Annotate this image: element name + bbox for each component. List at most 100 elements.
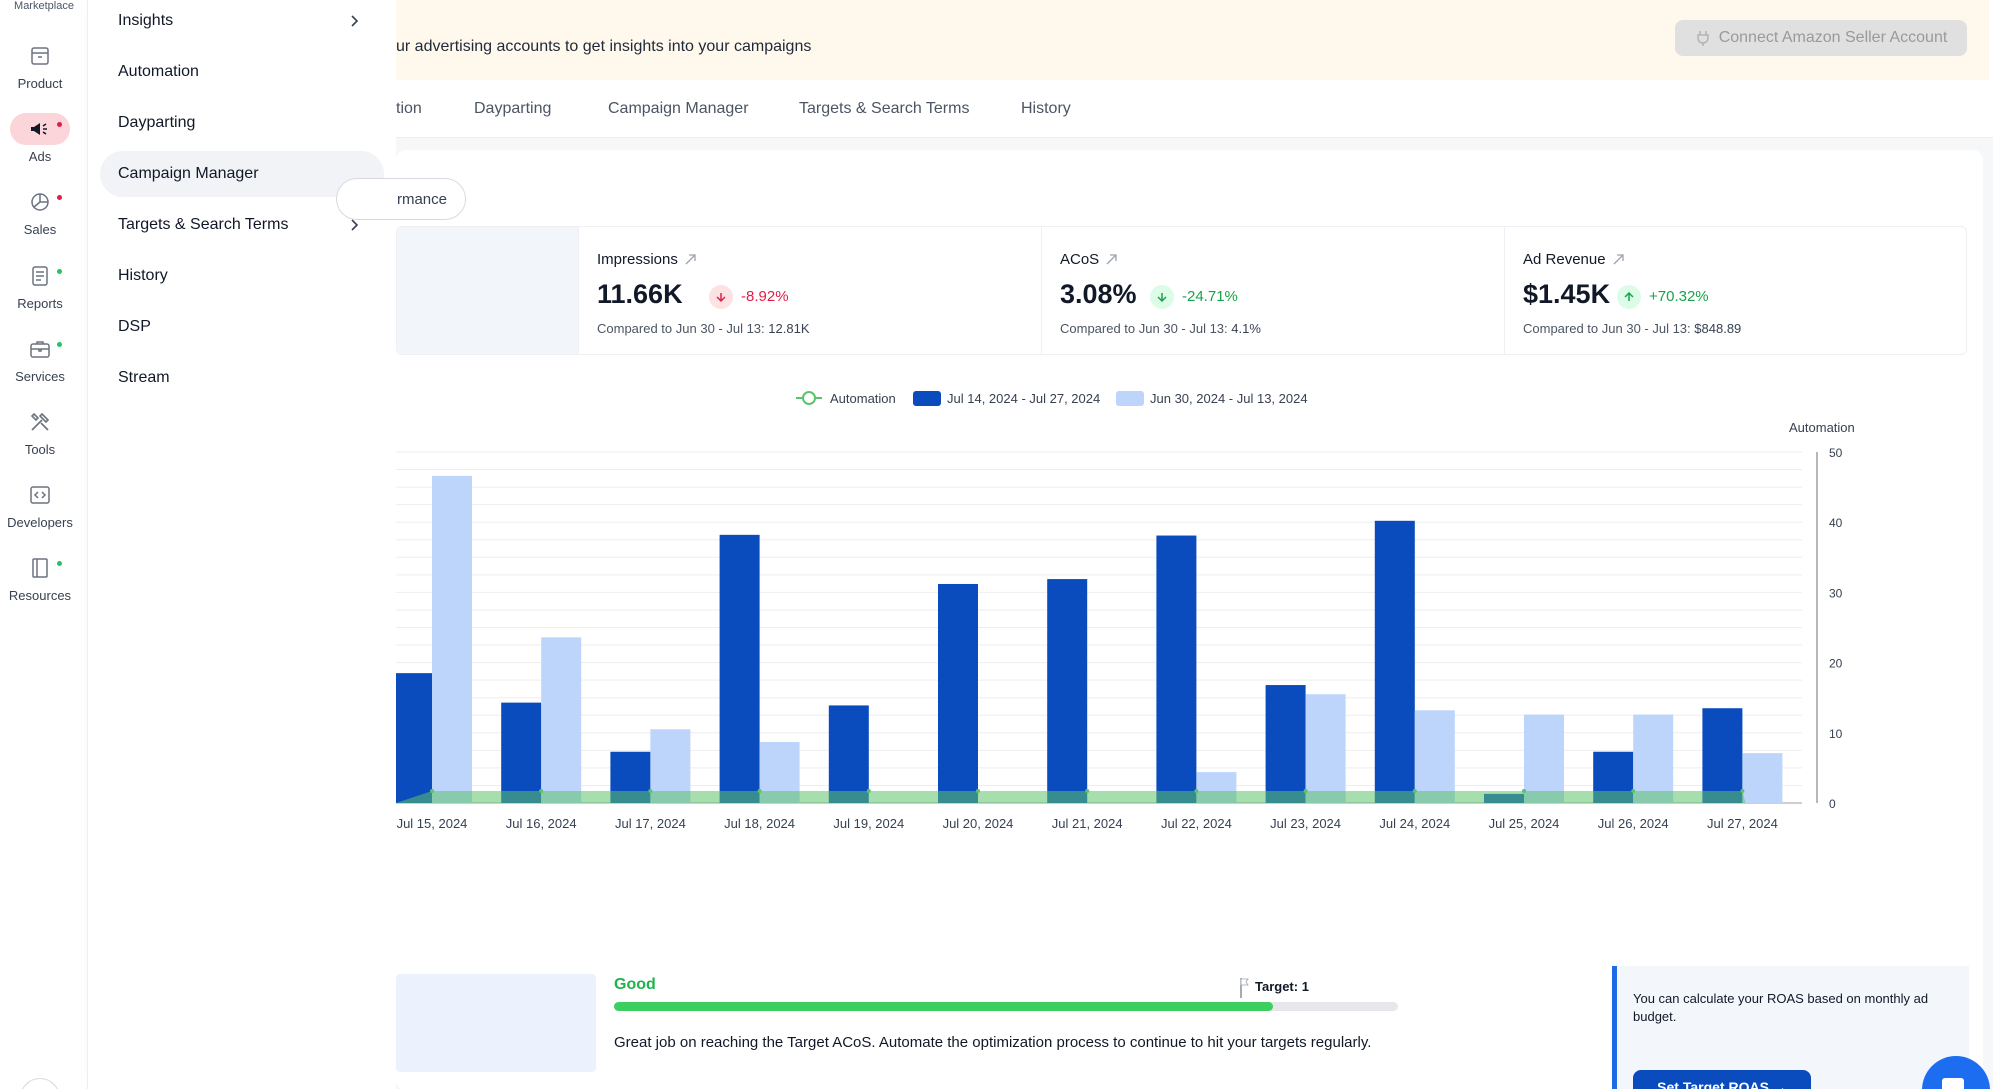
bar-current [1156, 536, 1196, 803]
metric-compare: Compared to Jun 30 - Jul 13: 4.1% [1060, 321, 1261, 336]
tab-history[interactable]: History [1021, 100, 1071, 117]
chevron-right-icon [351, 219, 359, 231]
automation-point [1631, 789, 1635, 793]
rail-item-services[interactable]: Services [0, 333, 80, 384]
external-link-icon[interactable] [1612, 253, 1625, 266]
compare-label: Compared to Jun 30 - Jul 13: [597, 321, 765, 336]
rail-logo-text: Marketplace [14, 0, 74, 12]
bar-current [396, 673, 432, 803]
notification-dot [57, 561, 62, 566]
menu-item-insights[interactable]: Insights [100, 0, 384, 44]
automation-point [976, 789, 980, 793]
metric-card-selected[interactable] [397, 227, 578, 354]
x-tick-label: Jul 16, 2024 [506, 816, 577, 831]
y-tick-label: 10 [1829, 727, 1843, 741]
legend-automation-marker [803, 392, 815, 404]
external-link-icon[interactable] [684, 253, 697, 266]
performance-filter-button[interactable]: rmance [336, 178, 466, 220]
rail-scroll-button[interactable] [20, 1078, 60, 1089]
legend-swatch [913, 391, 941, 406]
x-tick-label: Jul 19, 2024 [833, 816, 904, 831]
notification-dot [57, 342, 62, 347]
menu-item-dayparting[interactable]: Dayparting [100, 100, 384, 146]
automation-point [1740, 789, 1744, 793]
target-flag-icon [1240, 978, 1249, 998]
external-link-icon[interactable] [1105, 253, 1118, 266]
rail-icon-wrap [10, 40, 70, 72]
automation-point [1413, 789, 1417, 793]
metric-title-text: Impressions [597, 251, 678, 268]
metric-card-ad-revenue[interactable]: Ad Revenue $1.45K +70.32% Compared to Jun 3… [1504, 227, 1967, 354]
metric-title: ACoS [1060, 251, 1118, 268]
compare-value: 4.1% [1231, 321, 1261, 336]
automation-point [1194, 789, 1198, 793]
menu-item-label: Insights [118, 12, 174, 29]
plug-icon [1696, 31, 1709, 46]
bar-previous [1306, 694, 1346, 803]
code-icon [30, 486, 50, 504]
connect-banner: ur advertising accounts to get insights … [396, 0, 1989, 80]
x-tick-label: Jul 26, 2024 [1598, 816, 1669, 831]
rail-item-tools[interactable]: Tools [0, 406, 80, 457]
metric-value: 11.66K [597, 279, 683, 309]
rail-item-label: Resources [8, 588, 72, 603]
menu-item-targets-search-terms[interactable]: Targets & Search Terms [100, 202, 384, 248]
metric-delta: +70.32% [1649, 288, 1709, 305]
rail-item-label: Developers [7, 515, 73, 530]
rail-item-ads[interactable]: Ads [0, 113, 80, 164]
target-label: Target: 1 [1255, 979, 1309, 994]
tab-targets-search-terms[interactable]: Targets & Search Terms [799, 100, 970, 117]
x-tick-label: Jul 27, 2024 [1707, 816, 1778, 831]
y-tick-label: 0 [1829, 797, 1836, 811]
menu-item-label: DSP [118, 318, 151, 335]
connect-amazon-button[interactable]: Connect Amazon Seller Account [1675, 20, 1967, 56]
notification-dot [57, 195, 62, 200]
menu-item-label: Dayparting [118, 114, 196, 131]
rail-icon-wrap [10, 113, 70, 145]
menu-item-label: History [118, 267, 168, 284]
bar-previous [1524, 715, 1564, 803]
menu-item-automation[interactable]: Automation [100, 49, 384, 95]
rail-item-sales[interactable]: Sales [0, 186, 80, 237]
metric-card-impressions[interactable]: Impressions 11.66K -8.92% Compared to Jun 3… [578, 227, 1041, 354]
compare-label: Compared to Jun 30 - Jul 13: [1523, 321, 1691, 336]
roas-card: You can calculate your ROAS based on mon… [1612, 966, 1969, 1089]
rail-item-developers[interactable]: Developers [0, 479, 80, 530]
rail-icon-wrap [10, 406, 70, 438]
connect-amazon-label: Connect Amazon Seller Account [1718, 29, 1948, 46]
metric-compare: Compared to Jun 30 - Jul 13: $848.89 [1523, 321, 1741, 336]
automation-point [1085, 789, 1089, 793]
set-target-roas-button[interactable]: Set Target ROAS → [1633, 1070, 1811, 1089]
menu-item-campaign-manager[interactable]: Campaign Manager [100, 151, 384, 197]
archive-box-icon [31, 47, 49, 65]
metric-compare: Compared to Jun 30 - Jul 13: 12.81K [597, 321, 809, 336]
megaphone-icon [31, 123, 47, 135]
chat-icon [1942, 1078, 1964, 1089]
x-tick-label: Jul 22, 2024 [1161, 816, 1232, 831]
automation-point [648, 789, 652, 793]
rail-item-label: Product [17, 76, 63, 91]
rail-icon-wrap [10, 552, 70, 584]
ads-flyout-menu: Insights Automation Dayparting Campaign Man… [88, 0, 396, 1089]
x-tick-label: Jul 18, 2024 [724, 816, 795, 831]
tab-campaign-manager[interactable]: Campaign Manager [608, 100, 749, 117]
book-icon [32, 558, 48, 578]
acos-message: Great job on reaching the Target ACoS. A… [614, 1034, 1372, 1051]
menu-item-stream[interactable]: Stream [100, 355, 384, 401]
menu-item-dsp[interactable]: DSP [100, 304, 384, 350]
x-tick-label: Jul 15, 2024 [397, 816, 468, 831]
metric-card-acos[interactable]: ACoS 3.08% -24.71% Compared to Jun 30 - Jul… [1041, 227, 1504, 354]
progress-fill [614, 1002, 1273, 1011]
rail-item-reports[interactable]: Reports [0, 260, 80, 311]
rail-item-resources[interactable]: Resources [0, 552, 80, 603]
rail-item-label: Services [15, 369, 65, 384]
trend-arrow-icon [709, 285, 733, 309]
rail-item-product[interactable]: Product [0, 40, 80, 91]
tab-automation[interactable]: tion [396, 100, 422, 117]
bar-current [1266, 685, 1306, 803]
chat-button[interactable] [1922, 1056, 1990, 1089]
tab-dayparting[interactable]: Dayparting [474, 100, 552, 117]
rail-icon-wrap [10, 260, 70, 292]
menu-item-history[interactable]: History [100, 253, 384, 299]
briefcase-icon [30, 341, 50, 358]
